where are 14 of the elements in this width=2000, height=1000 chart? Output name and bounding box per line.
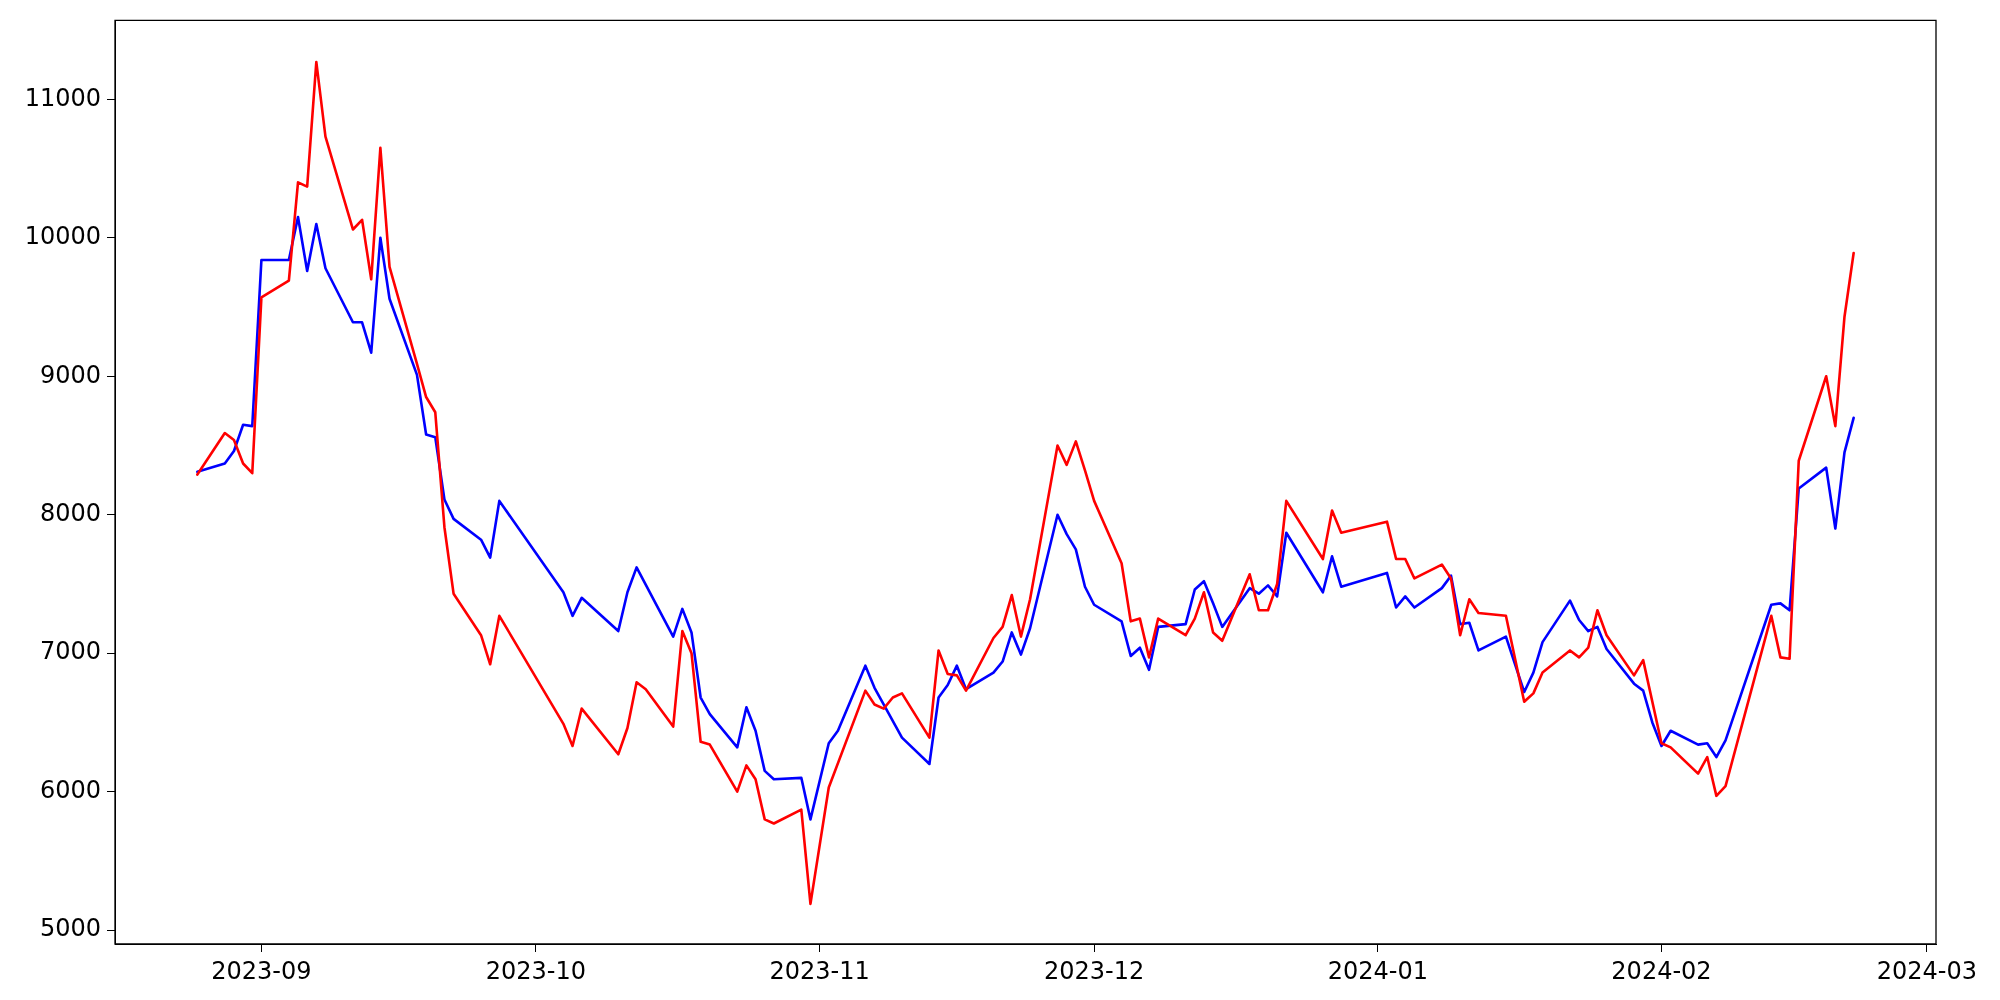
- y-tick-label: 8000: [39, 498, 101, 527]
- x-tick-label: 2023-12: [1043, 956, 1145, 985]
- y-tick-label: 10000: [24, 222, 101, 251]
- x-tick-label: 2024-02: [1611, 956, 1712, 985]
- y-tick-label: 9000: [39, 360, 101, 389]
- y-tick-label: 11000: [24, 83, 101, 112]
- x-tick-label: 2023-10: [485, 956, 587, 985]
- y-tick-label: 6000: [39, 775, 101, 804]
- x-tick-label: 2023-09: [211, 956, 312, 985]
- y-tick-label: 7000: [39, 637, 101, 666]
- y-tick-label: 5000: [39, 914, 101, 943]
- x-tick-label: 2023-11: [769, 956, 870, 985]
- x-tick-label: 2024-01: [1327, 956, 1428, 985]
- x-tick-label: 2024-03: [1876, 956, 1977, 985]
